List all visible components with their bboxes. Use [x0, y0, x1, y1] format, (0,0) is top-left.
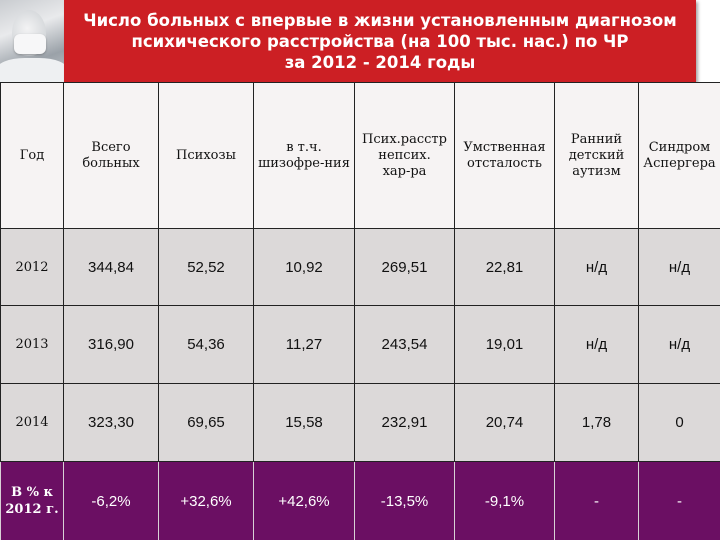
cell-total: 344,84: [63, 228, 159, 306]
header-nonpsychotic-disorders: Псих.расстр непсих. хар-ра: [354, 82, 455, 229]
table-row: 2014 323,30 69,65 15,58 232,91 20,74 1,7…: [0, 383, 720, 462]
percent-row-label: В % к 2012 г.: [0, 461, 64, 540]
cell-intellectual-disability-change: -9,1%: [454, 461, 555, 540]
title-banner: Число больных с впервые в жизни установл…: [64, 0, 696, 82]
white-coat-shape: [0, 58, 64, 82]
cell-nonpsychotic: 243,54: [354, 305, 455, 384]
cell-autism: н/д: [554, 305, 639, 384]
statistics-table: Год Всего больных Психозы в т.ч. шизофре…: [0, 82, 720, 540]
cell-total: 323,30: [63, 383, 159, 462]
cell-schizophrenia: 15,58: [253, 383, 355, 462]
cell-schizophrenia: 11,27: [253, 305, 355, 384]
cell-schizophrenia-change: +42,6%: [253, 461, 355, 540]
cell-nonpsychotic-change: -13,5%: [354, 461, 455, 540]
header-year: Год: [0, 82, 64, 229]
cell-total-change: -6,2%: [63, 461, 159, 540]
cell-psychoses: 69,65: [158, 383, 254, 462]
cell-psychoses-change: +32,6%: [158, 461, 254, 540]
header-schizophrenia: в т.ч. шизофре-ния: [253, 82, 355, 229]
row-year: 2013: [0, 305, 64, 384]
cell-asperger: н/д: [638, 305, 720, 384]
cell-intellectual-disability: 22,81: [454, 228, 555, 306]
percent-change-row: В % к 2012 г. -6,2% +32,6% +42,6% -13,5%…: [0, 461, 720, 540]
cell-autism-change: -: [554, 461, 639, 540]
cell-nonpsychotic: 269,51: [354, 228, 455, 306]
header-psychoses: Психозы: [158, 82, 254, 229]
cell-nonpsychotic: 232,91: [354, 383, 455, 462]
cell-asperger: 0: [638, 383, 720, 462]
header-intellectual-disability: Умственная отсталость: [454, 82, 555, 229]
cell-intellectual-disability: 20,74: [454, 383, 555, 462]
row-year: 2014: [0, 383, 64, 462]
table-header-row: Год Всего больных Психозы в т.ч. шизофре…: [0, 82, 720, 229]
cell-autism: 1,78: [554, 383, 639, 462]
table-row: 2012 344,84 52,52 10,92 269,51 22,81 н/д…: [0, 228, 720, 306]
table-row: 2013 316,90 54,36 11,27 243,54 19,01 н/д…: [0, 305, 720, 384]
medical-mask-shape: [14, 34, 46, 54]
cell-total: 316,90: [63, 305, 159, 384]
header-asperger-syndrome: Синдром Аспергера: [638, 82, 720, 229]
cell-psychoses: 54,36: [158, 305, 254, 384]
cell-asperger-change: -: [638, 461, 720, 540]
cell-asperger: н/д: [638, 228, 720, 306]
cell-psychoses: 52,52: [158, 228, 254, 306]
header-early-childhood-autism: Ранний детский аутизм: [554, 82, 639, 229]
row-year: 2012: [0, 228, 64, 306]
cell-autism: н/д: [554, 228, 639, 306]
cell-schizophrenia: 10,92: [253, 228, 355, 306]
cell-intellectual-disability: 19,01: [454, 305, 555, 384]
doctor-photo: [0, 0, 64, 82]
header-total-patients: Всего больных: [63, 82, 159, 229]
statistics-table-container: Год Всего больных Психозы в т.ч. шизофре…: [0, 82, 720, 540]
slide-title: Число больных с впервые в жизни установл…: [83, 10, 677, 72]
